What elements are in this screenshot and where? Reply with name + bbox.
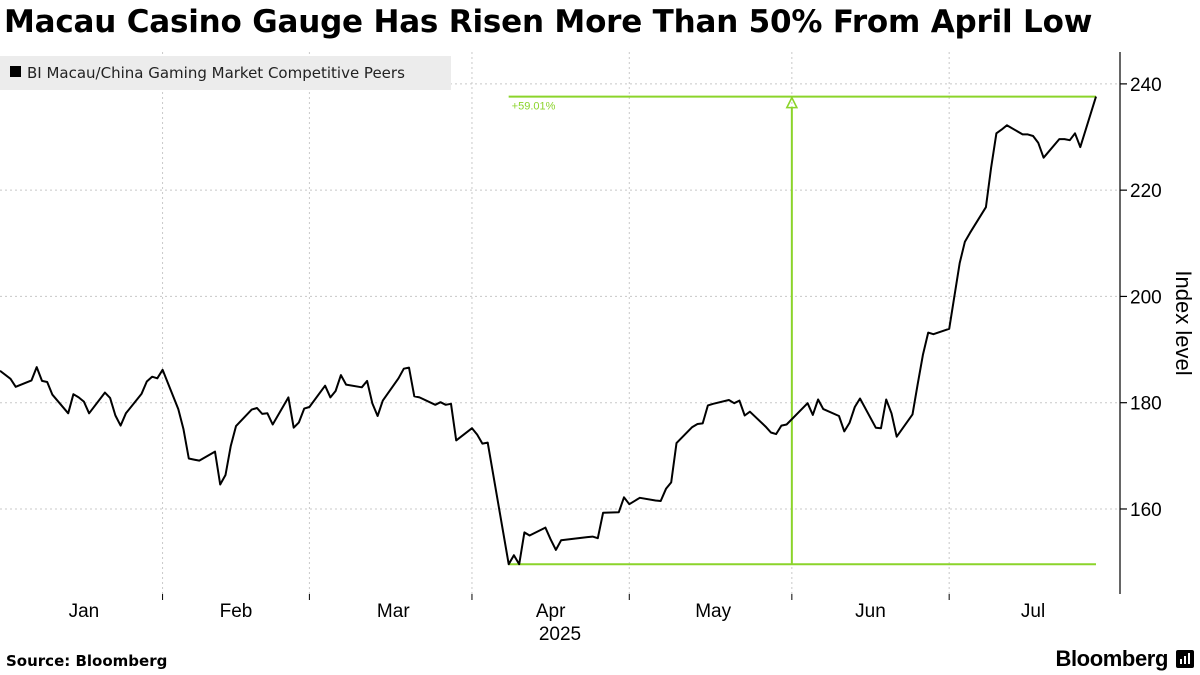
legend-swatch (10, 66, 21, 77)
annotation-arrow-head (785, 95, 799, 109)
series-line-0 (0, 96, 1097, 566)
bloomberg-chart-icon (1176, 650, 1194, 668)
legend: BI Macau/China Gaming Market Competitive… (0, 56, 451, 90)
gridlines (0, 52, 1120, 594)
x-axis-year-label: 2025 (539, 624, 581, 645)
chart-title: Macau Casino Gauge Has Risen More Than 5… (4, 4, 1093, 40)
x-tick-label-jul: Jul (1021, 601, 1045, 622)
y-tick-label-200: 200 (1130, 287, 1162, 308)
bloomberg-logo: Bloomberg (1055, 646, 1168, 671)
y-axis: 160 180 200 220 240 (1120, 75, 1162, 521)
x-tick-label-jun: Jun (855, 601, 886, 622)
y-tick-label-180: 180 (1130, 394, 1162, 415)
y-axis-label: Index level (1171, 270, 1196, 375)
series-layer (0, 96, 1097, 566)
x-tick-label-feb: Feb (220, 601, 253, 622)
x-tick-label-mar: Mar (377, 601, 410, 622)
y-tick-label-240: 240 (1130, 75, 1162, 96)
y-tick-label-160: 160 (1130, 500, 1162, 521)
legend-background (0, 56, 451, 90)
x-tick-label-may: May (695, 601, 731, 622)
x-axis: Jan Feb Mar Apr May Jun Jul (69, 594, 1045, 622)
x-tick-label-apr: Apr (536, 601, 566, 622)
legend-label: BI Macau/China Gaming Market Competitive… (27, 64, 405, 82)
annotation-label: +59.01% (512, 101, 556, 113)
source-note: Source: Bloomberg (6, 652, 168, 670)
y-tick-label-220: 220 (1130, 181, 1162, 202)
range-annotation: +59.01% (508, 95, 1096, 566)
x-tick-label-jan: Jan (69, 601, 100, 622)
